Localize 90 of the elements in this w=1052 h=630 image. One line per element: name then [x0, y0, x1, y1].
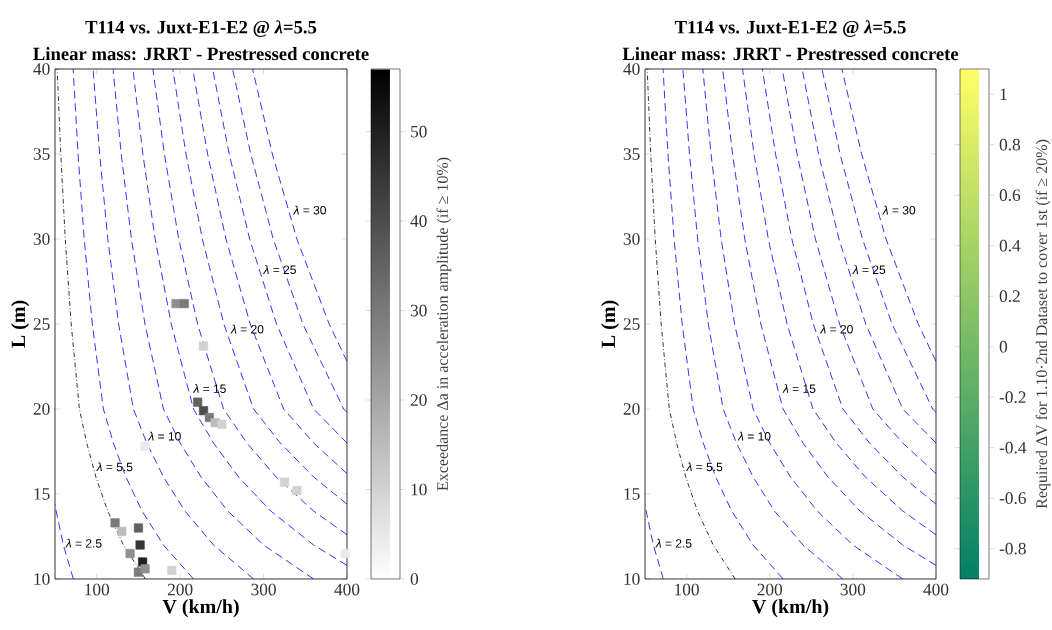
color-bar-label: -0.4: [999, 441, 1027, 454]
color-bar-label: 50: [411, 125, 427, 138]
color-bar-label: 0.2: [999, 290, 1020, 303]
color-bar-title: Required ΔV for 1.10·2nd Dataset to cover 1st (if ≥ 20%): [1035, 139, 1051, 509]
x-tick-label: 400: [334, 583, 360, 596]
line-series: [252, 68, 347, 362]
color-bar-label: 10: [411, 483, 427, 496]
y-axis-title: L (m): [601, 300, 620, 348]
color-bar-label: 20: [410, 394, 427, 406]
color-bar-label: 30: [410, 304, 427, 317]
y-tick-label: 40: [623, 63, 640, 75]
color-bar-label: -0.2: [999, 391, 1026, 404]
point: [171, 299, 181, 309]
color-bar-label: 0.6: [999, 189, 1021, 202]
annotation: λ = 15: [192, 384, 226, 393]
point: [135, 540, 145, 550]
x-tick-label: 300: [251, 583, 276, 596]
point: [179, 299, 189, 309]
annotation: λ = 15: [782, 384, 816, 393]
annotation: λ = 25: [852, 265, 886, 274]
annotation: λ = 30: [293, 205, 326, 215]
color-bar-title: Exceedance Δa in acceleration amplitude (if ≥ 10%): [436, 157, 452, 491]
annotation: λ = 10: [147, 431, 181, 441]
x-tick-label: 100: [85, 583, 110, 596]
point: [193, 397, 203, 407]
y-tick-label: 25: [33, 318, 50, 330]
y-tick-label: 30: [33, 233, 50, 245]
line-series: [112, 68, 315, 579]
point: [140, 564, 150, 574]
y-tick-label: 20: [623, 403, 640, 415]
color-bar-label: -0.6: [999, 492, 1026, 505]
y-tick-label: 10: [624, 573, 640, 585]
point: [110, 518, 120, 528]
line-series: [192, 68, 347, 474]
x-tick-label: 100: [675, 583, 699, 596]
y-tick-label: 10: [34, 573, 50, 585]
line-series: [841, 68, 936, 362]
color-bar-label: 0: [410, 573, 419, 585]
annotation: λ = 20: [230, 324, 264, 334]
x-axis-title: V (km/h): [162, 599, 239, 618]
point: [133, 523, 143, 533]
line-series: [662, 68, 784, 579]
y-tick-label: 15: [624, 488, 640, 500]
y-tick-label: 40: [33, 63, 50, 75]
x-tick-label: 400: [923, 583, 949, 596]
annotation: λ = 30: [882, 205, 916, 215]
line-series: [72, 68, 194, 579]
y-axis-title: L (m): [11, 300, 30, 348]
line-series: [702, 68, 904, 579]
annotation: λ = 2.5: [655, 538, 692, 548]
line-series: [801, 68, 936, 444]
chart-subtitle: Linear mass: JRRT - Prestressed concrete: [33, 47, 369, 61]
x-tick-label: 300: [840, 583, 866, 596]
point: [167, 565, 177, 576]
y-tick-label: 35: [623, 148, 640, 160]
y-tick-label: 25: [623, 318, 640, 330]
y-tick-label: 30: [623, 233, 640, 245]
point: [198, 341, 209, 351]
x-axis-title: V (km/h): [752, 599, 829, 618]
point: [198, 406, 209, 416]
point: [340, 548, 350, 559]
chart-title: T114 vs. Juxt-E1-E2 @ λ=5.5: [85, 20, 317, 37]
color-bar-label: 1: [1000, 88, 1007, 100]
point: [217, 419, 227, 429]
annotation: λ = 20: [819, 324, 853, 334]
annotation: λ = 5.5: [96, 462, 133, 472]
point: [292, 486, 302, 496]
point: [125, 548, 135, 559]
annotation: λ = 25: [262, 265, 296, 274]
chart-subtitle: Linear mass: JRRT - Prestressed concrete: [622, 47, 959, 61]
chart-title: T114 vs. Juxt-E1-E2 @ λ=5.5: [674, 20, 906, 37]
color-bar-label: -0.8: [999, 542, 1026, 555]
y-tick-label: 15: [34, 488, 50, 500]
point: [140, 441, 150, 451]
annotation: λ = 5.5: [685, 462, 723, 472]
y-tick-label: 20: [33, 403, 50, 415]
color-bar-label: 0.8: [999, 138, 1021, 151]
annotation: λ = 10: [737, 431, 771, 441]
color-bar-label: 40: [410, 215, 427, 227]
point: [117, 526, 127, 536]
line-series: [821, 68, 936, 413]
x-tick-label: 200: [757, 583, 783, 596]
annotation: λ = 2.5: [65, 538, 102, 548]
x-tick-label: 200: [167, 583, 193, 596]
y-tick-label: 35: [33, 148, 50, 160]
color-bar-label: 0: [999, 340, 1008, 353]
line-series: [212, 68, 347, 444]
point: [279, 477, 289, 487]
color-bar-label: 0.4: [999, 239, 1021, 252]
line-series: [232, 68, 347, 413]
